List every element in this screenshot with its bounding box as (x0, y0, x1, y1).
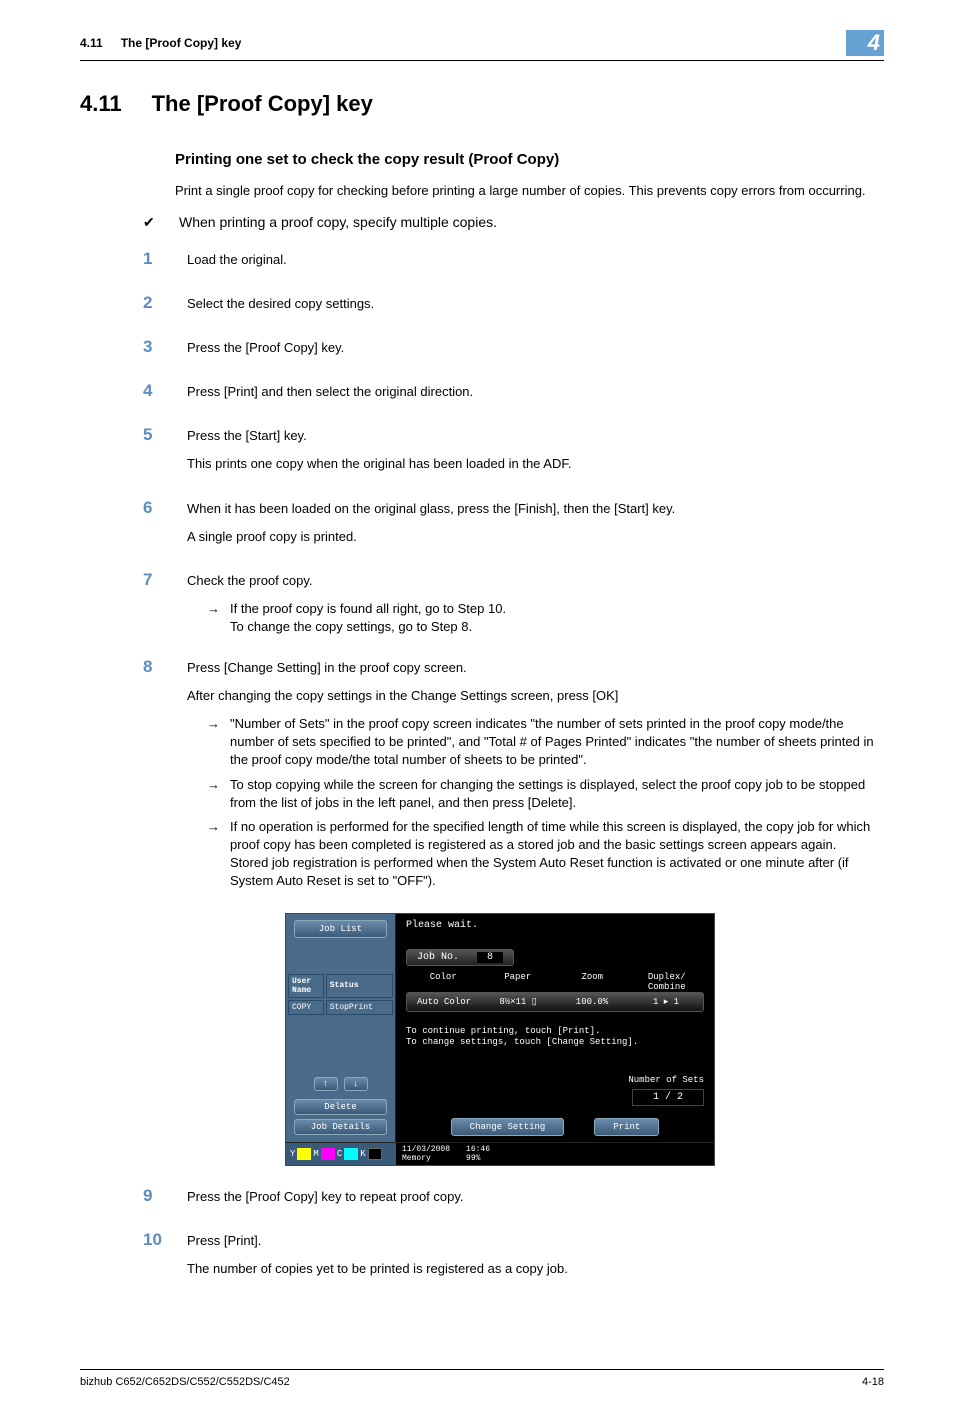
intro-text: Print a single proof copy for checking b… (175, 182, 884, 200)
instr-1: To continue printing, touch [Print]. (406, 1026, 704, 1038)
col-user: User Name (288, 974, 324, 998)
step-10b: The number of copies yet to be printed i… (187, 1260, 884, 1278)
val-paper: 8½×11 ▯ (481, 997, 555, 1007)
step-num-1: 1 (143, 249, 165, 279)
device-screenshot: Job List User NameStatus COPYStopPrint ↑… (285, 913, 884, 1166)
memory-v: 99% (466, 1154, 490, 1163)
step-8a: Press [Change Setting] in the proof copy… (187, 659, 884, 677)
delete-button[interactable]: Delete (294, 1099, 387, 1115)
page-header: 4.11 The [Proof Copy] key 4 (80, 30, 884, 61)
header-section-title: The [Proof Copy] key (121, 36, 242, 50)
jobno-box: Job No. 8 (406, 949, 514, 966)
step-num-6: 6 (143, 498, 165, 556)
step-6a: When it has been loaded on the original … (187, 500, 884, 518)
step-8b: After changing the copy settings in the … (187, 687, 884, 705)
change-setting-button[interactable]: Change Setting (451, 1118, 565, 1136)
up-button[interactable]: ↑ (314, 1077, 338, 1091)
step-num-8: 8 (143, 657, 165, 897)
step-2: Select the desired copy settings. (187, 295, 884, 313)
val-duplex: 1 ▸ 1 (629, 997, 703, 1007)
col-status: Status (326, 974, 393, 998)
lbl-duplex: Duplex/ Combine (630, 972, 705, 992)
down-button[interactable]: ↓ (344, 1077, 368, 1091)
arrow-icon: → (207, 715, 220, 770)
step-5b: This prints one copy when the original h… (187, 455, 884, 473)
chapter-badge: 4 (846, 30, 884, 56)
date: 11/03/2008 (402, 1145, 450, 1154)
checkmark-icon: ✔ (143, 214, 157, 231)
step-8-sub3: If no operation is performed for the spe… (230, 818, 884, 891)
step-num-10: 10 (143, 1230, 165, 1288)
joblist-button[interactable]: Job List (294, 920, 387, 938)
step-9: Press the [Proof Copy] key to repeat pro… (187, 1188, 884, 1206)
lbl-paper: Paper (481, 972, 556, 992)
step-num-7: 7 (143, 570, 165, 643)
arrow-icon: → (207, 776, 220, 812)
ink-levels: Y M C K (286, 1143, 396, 1165)
jobdetails-button[interactable]: Job Details (294, 1119, 387, 1135)
memory-l: Memory (402, 1154, 431, 1163)
print-button[interactable]: Print (594, 1118, 659, 1136)
step-4: Press [Print] and then select the origin… (187, 383, 884, 401)
step-num-2: 2 (143, 293, 165, 323)
step-8-sub1: "Number of Sets" in the proof copy scree… (230, 715, 884, 770)
job-table: User NameStatus COPYStopPrint (286, 972, 395, 1017)
jobno-value: 8 (477, 952, 503, 963)
title-num: 4.11 (80, 91, 122, 117)
step-7-sub: If the proof copy is found all right, go… (230, 600, 884, 636)
check-note: When printing a proof copy, specify mult… (179, 214, 497, 231)
title-text: The [Proof Copy] key (152, 91, 373, 117)
instr-2: To change settings, touch [Change Settin… (406, 1037, 704, 1049)
time: 16:46 (466, 1145, 490, 1154)
val-color: Auto Color (407, 997, 481, 1007)
row-stopprint: StopPrint (326, 1000, 393, 1015)
step-1: Load the original. (187, 251, 884, 269)
jobno-label: Job No. (417, 952, 459, 963)
arrow-icon: → (207, 818, 220, 891)
sets-label: Number of Sets (406, 1075, 704, 1085)
step-num-3: 3 (143, 337, 165, 367)
step-6b: A single proof copy is printed. (187, 528, 884, 546)
status-message: Please wait. (406, 920, 704, 931)
val-zoom: 100.0% (555, 997, 629, 1007)
step-10a: Press [Print]. (187, 1232, 884, 1250)
page-footer: bizhub C652/C652DS/C552/C552DS/C452 4-18 (80, 1369, 884, 1388)
arrow-icon: → (207, 600, 220, 636)
step-num-9: 9 (143, 1186, 165, 1216)
step-3: Press the [Proof Copy] key. (187, 339, 884, 357)
step-7: Check the proof copy. (187, 572, 884, 590)
lbl-zoom: Zoom (555, 972, 630, 992)
header-section-num: 4.11 (80, 36, 103, 50)
step-5a: Press the [Start] key. (187, 427, 884, 445)
footer-left: bizhub C652/C652DS/C552/C552DS/C452 (80, 1376, 290, 1388)
page-title: 4.11 The [Proof Copy] key (80, 91, 884, 117)
subheading: Printing one set to check the copy resul… (175, 151, 884, 168)
step-num-4: 4 (143, 381, 165, 411)
lbl-color: Color (406, 972, 481, 992)
footer-right: 4-18 (862, 1376, 884, 1388)
step-8-sub2: To stop copying while the screen for cha… (230, 776, 884, 812)
row-copy[interactable]: COPY (288, 1000, 324, 1015)
sets-value: 1 / 2 (632, 1089, 704, 1106)
step-num-5: 5 (143, 425, 165, 483)
